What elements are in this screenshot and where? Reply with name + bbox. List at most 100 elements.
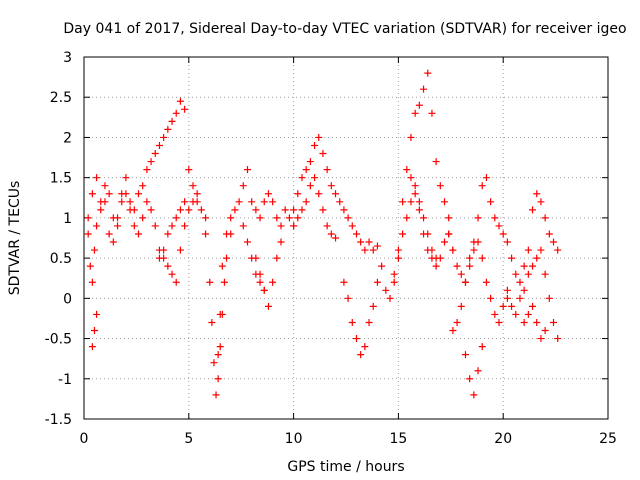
data-point (88, 190, 96, 198)
data-point (478, 254, 486, 262)
series-track-n (407, 174, 440, 262)
data-point (466, 375, 474, 383)
y-tick-label: 0 (63, 291, 72, 307)
x-tick-label: 15 (389, 431, 407, 447)
data-point (466, 262, 474, 270)
data-point (499, 230, 507, 238)
data-point (382, 286, 390, 294)
data-point (541, 214, 549, 222)
data-point (93, 310, 101, 318)
data-point (172, 214, 180, 222)
data-point (147, 158, 155, 166)
x-tick-labels: 0 5 10 15 20 25 (80, 431, 617, 447)
series-track-k (340, 278, 369, 359)
data-point (227, 214, 235, 222)
data-point (512, 270, 520, 278)
series-track-b (84, 190, 201, 286)
data-point (332, 234, 340, 242)
data-point (181, 105, 189, 113)
data-point (134, 190, 142, 198)
data-point (508, 302, 516, 310)
data-point (554, 335, 562, 343)
data-point (466, 254, 474, 262)
data-point (520, 318, 528, 326)
data-point (373, 278, 381, 286)
data-point (243, 238, 251, 246)
data-point (93, 174, 101, 182)
data-point (239, 182, 247, 190)
series-track-q (461, 343, 486, 399)
data-point (90, 327, 98, 335)
data-point (151, 222, 159, 230)
data-point (290, 222, 298, 230)
series-track-j (290, 174, 340, 242)
data-point (206, 278, 214, 286)
series-track-h (239, 222, 268, 294)
data-point (168, 117, 176, 125)
data-point (449, 246, 457, 254)
y-tick-label: -1.5 (45, 412, 72, 428)
y-tick-label: 1 (63, 211, 72, 227)
series-track-l (365, 69, 453, 326)
data-point (216, 343, 224, 351)
data-point (93, 222, 101, 230)
data-point (319, 150, 327, 158)
data-point (176, 246, 184, 254)
data-point (495, 318, 503, 326)
data-point (424, 230, 432, 238)
data-point (487, 198, 495, 206)
data-point (474, 214, 482, 222)
data-point (373, 242, 381, 250)
x-tick-label: 5 (184, 431, 193, 447)
data-point (214, 351, 222, 359)
data-point (449, 327, 457, 335)
data-point (415, 101, 423, 109)
data-point (554, 246, 562, 254)
data-point (407, 198, 415, 206)
plot-frame (83, 56, 609, 420)
data-point (160, 133, 168, 141)
data-point (114, 214, 122, 222)
data-point (223, 254, 231, 262)
data-point (168, 222, 176, 230)
data-point (88, 343, 96, 351)
data-point (248, 198, 256, 206)
data-point (529, 206, 537, 214)
data-point (260, 198, 268, 206)
data-point (516, 294, 524, 302)
data-point (411, 109, 419, 117)
data-point (252, 270, 260, 278)
data-point (332, 190, 340, 198)
data-point (269, 198, 277, 206)
data-point (197, 206, 205, 214)
data-point (411, 182, 419, 190)
data-point (168, 270, 176, 278)
data-point (503, 294, 511, 302)
data-point (176, 97, 184, 105)
data-point (457, 270, 465, 278)
data-point (491, 214, 499, 222)
data-point (436, 182, 444, 190)
data-point (327, 182, 335, 190)
data-point (457, 302, 465, 310)
data-point (386, 294, 394, 302)
data-point (134, 230, 142, 238)
data-point (411, 190, 419, 198)
data-point (235, 198, 243, 206)
data-point (533, 318, 541, 326)
data-point (323, 166, 331, 174)
data-point (214, 375, 222, 383)
data-point (176, 206, 184, 214)
data-point (420, 85, 428, 93)
data-point (545, 230, 553, 238)
data-point (218, 262, 226, 270)
data-point (432, 254, 440, 262)
data-point (151, 150, 159, 158)
data-point (185, 206, 193, 214)
data-point (390, 278, 398, 286)
data-point (545, 294, 553, 302)
series-track-r (503, 246, 562, 343)
data-point (461, 278, 469, 286)
data-point (445, 230, 453, 238)
